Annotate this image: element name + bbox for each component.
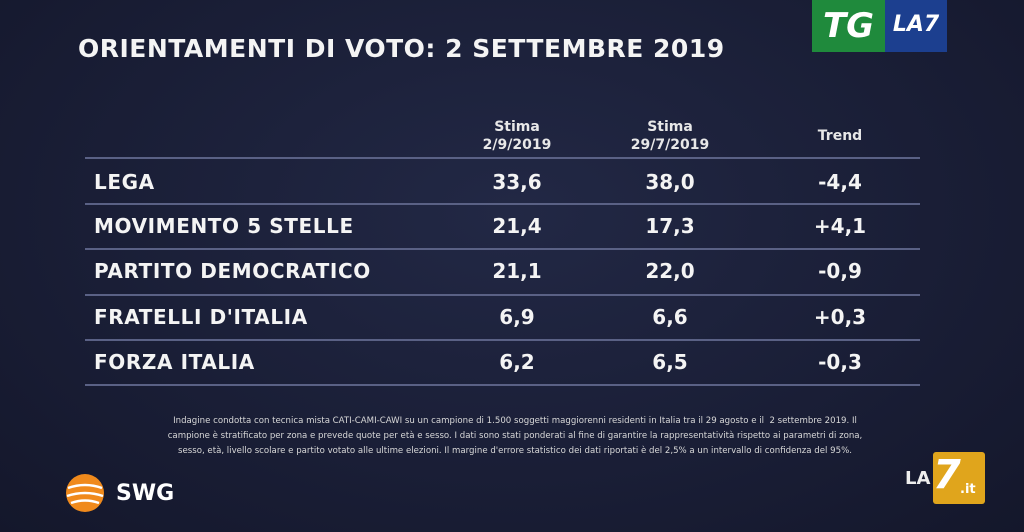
footnote-line: sesso, età, livello scolare e partito vo… <box>177 446 853 456</box>
swg-logo-icon <box>66 474 104 512</box>
watermark-badge <box>933 452 985 504</box>
column-header: Trend <box>765 127 915 145</box>
party-name: FRATELLI D'ITALIA <box>94 305 308 329</box>
source: SWG <box>116 481 175 506</box>
value-cell: 6,9 <box>499 305 535 329</box>
value-cell: 22,0 <box>645 259 695 283</box>
value-cell: 6,6 <box>652 305 688 329</box>
footnote: Indagine condotta con tecnica mista CATI… <box>60 414 970 459</box>
watermark-seven: 7 <box>933 452 961 498</box>
footnote-line: Indagine condotta con tecnica mista CATI… <box>173 416 857 426</box>
la7-logo-box <box>885 0 947 52</box>
party-name: MOVIMENTO 5 STELLE <box>94 214 354 238</box>
column-header: Stima 2/9/2019 <box>442 118 592 154</box>
column-header-line: 29/7/2019 <box>630 137 710 153</box>
tg-logo-box <box>812 0 885 52</box>
title: ORIENTAMENTI DI VOTO: 2 SETTEMBRE 2019 <box>78 34 725 63</box>
row-divider <box>85 384 920 386</box>
value-cell: +0,3 <box>813 305 867 329</box>
value-cell: 17,3 <box>645 214 695 238</box>
value-cell: -4,4 <box>818 170 862 194</box>
row-divider <box>85 203 920 205</box>
footnote-line: campione è stratificato per zona e preve… <box>167 431 863 441</box>
party-name: LEGA <box>94 170 155 194</box>
column-header-line: Stima <box>494 119 540 135</box>
value-cell: 6,5 <box>652 350 688 374</box>
column-header-line: Stima <box>647 119 693 135</box>
watermark-la: LA <box>905 468 931 489</box>
row-divider <box>85 339 920 341</box>
party-name: PARTITO DEMOCRATICO <box>94 259 371 283</box>
row-divider <box>85 294 920 296</box>
watermark-it: .it <box>960 482 976 497</box>
value-cell: +4,1 <box>813 214 867 238</box>
column-header-line: Trend <box>817 128 863 144</box>
value-cell: -0,3 <box>818 350 862 374</box>
value-cell: -0,9 <box>818 259 862 283</box>
row-divider <box>85 157 920 159</box>
value-cell: 38,0 <box>645 170 695 194</box>
column-header: Stima 29/7/2019 <box>595 118 745 154</box>
tg-logo: TG <box>822 6 875 46</box>
value-cell: 33,6 <box>492 170 542 194</box>
value-cell: 21,1 <box>492 259 542 283</box>
row-divider <box>85 248 920 250</box>
la7-logo: LA7 <box>892 12 940 37</box>
column-header-line: 2/9/2019 <box>482 137 552 153</box>
value-cell: 6,2 <box>499 350 535 374</box>
value-cell: 21,4 <box>492 214 542 238</box>
party-name: FORZA ITALIA <box>94 350 255 374</box>
